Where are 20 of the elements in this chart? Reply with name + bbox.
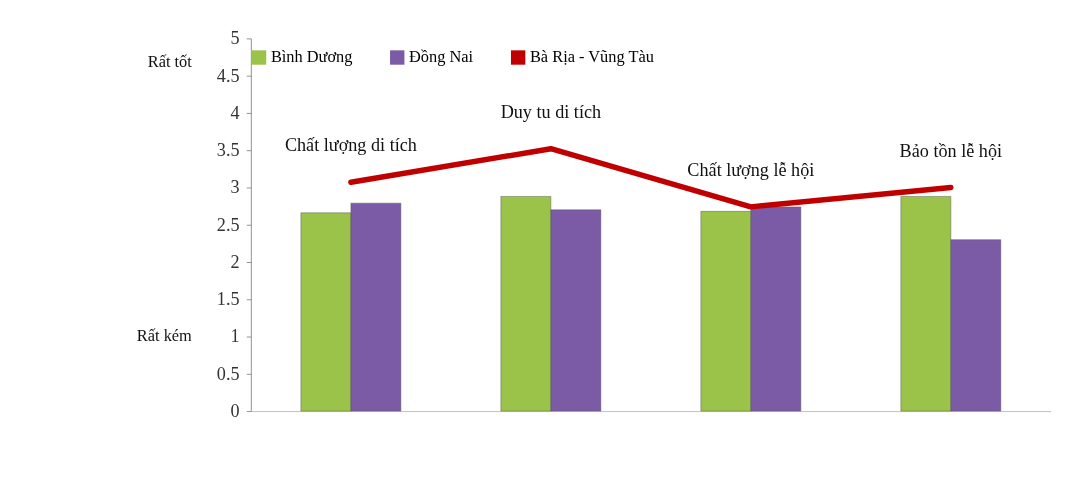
- x-tick-label: Chất lượng di tích: [284, 135, 417, 156]
- text: Rất kém: [136, 326, 193, 346]
- y-tick-label: 0: [230, 401, 240, 422]
- legend-label: Bà Rịa - Vũng Tàu: [529, 47, 654, 67]
- y-tick-label: 4.5: [216, 65, 240, 86]
- legend-label: Đồng Nai: [409, 47, 474, 67]
- y-tick-label: 1.5: [216, 289, 240, 310]
- legend-label: Bình Dương: [270, 47, 353, 67]
- x-tick-label: Duy tu di tích: [500, 101, 602, 122]
- y-tick-label: 3.5: [216, 140, 240, 161]
- x-tick-label: Bảo tồn lễ hội: [899, 140, 1003, 161]
- text: Rất tốt: [147, 52, 193, 72]
- x-tick-label: Chất lượng lễ hội: [687, 159, 815, 180]
- y-tick-label: 1: [230, 326, 240, 347]
- y-tick-label: 2.5: [216, 214, 240, 235]
- y-tick-label: 0.5: [216, 363, 240, 384]
- y-tick-label: 3: [230, 177, 240, 198]
- y-tick-label: 5: [230, 28, 240, 49]
- y-tick-label: 4: [230, 102, 240, 123]
- y-tick-label: 2: [230, 251, 240, 272]
